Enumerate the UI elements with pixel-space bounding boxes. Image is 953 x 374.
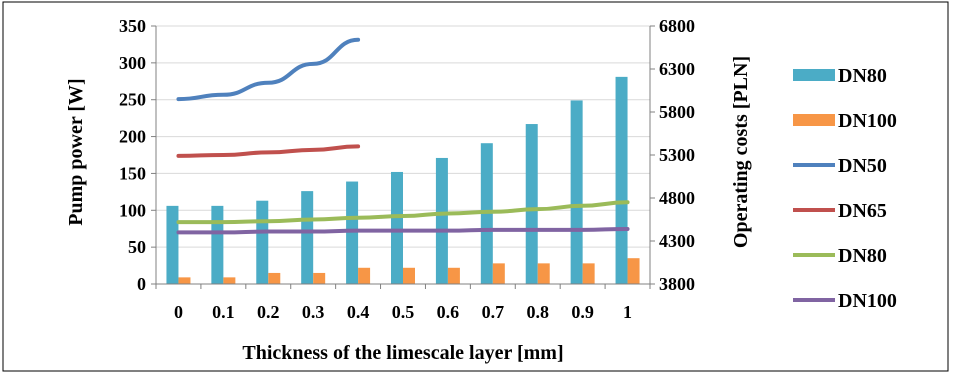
legend-label: DN80: [838, 65, 887, 87]
bar-dn100-0: [178, 277, 191, 284]
y-ticks-right: 3800 4300 4800 5300 5800 6300 6800: [659, 16, 695, 294]
y-right-tick-label: 6300: [659, 59, 695, 79]
x-tick-label: 0.9: [571, 302, 594, 322]
legend-label: DN65: [838, 200, 887, 222]
x-tick-label: 0.1: [212, 302, 235, 322]
bar-dn100-0.6: [447, 267, 460, 284]
bar-dn80-0.2: [256, 200, 269, 284]
lines: [176, 37, 630, 235]
y-axis-left-title: Pump power [W]: [65, 78, 87, 225]
bar-dn80-0: [166, 205, 179, 284]
y-right-tick-label: 6800: [659, 16, 695, 36]
x-tick-label: 1: [623, 302, 632, 322]
line-dn80: [176, 200, 630, 225]
x-tick-label: 0.8: [526, 302, 549, 322]
bar-dn100-0.7: [492, 263, 505, 284]
bar-dn100-0.2: [268, 272, 281, 284]
line-dn65: [176, 144, 361, 158]
y-right-tick-label: 5300: [659, 145, 695, 165]
legend: DN80 DN100 DN50 DN65 DN80 DN100: [793, 65, 897, 312]
bar-dn80-1: [615, 76, 628, 284]
bar-dn100-0.4: [358, 267, 371, 284]
axes: [151, 25, 655, 289]
bar-dn80-0.8: [525, 124, 538, 284]
x-tick-label: 0.2: [257, 302, 280, 322]
legend-swatch-bar: [793, 69, 835, 81]
bar-dn100-0.3: [313, 272, 326, 284]
bar-dn100-0.5: [403, 267, 415, 284]
x-tick-label: 0.6: [437, 302, 460, 322]
x-tick-label: 0.3: [302, 302, 325, 322]
y-ticks-left: 0 50 100 150 200 250 300 350: [119, 16, 146, 294]
y-left-tick-label: 350: [119, 16, 146, 36]
y-left-tick-label: 150: [119, 163, 146, 183]
y-right-tick-label: 3800: [659, 274, 695, 294]
x-tick-label: 0.4: [347, 302, 370, 322]
bar-dn80-0.6: [435, 157, 448, 284]
legend-label: DN80: [838, 245, 887, 267]
y-right-tick-label: 5800: [659, 102, 695, 122]
bar-dn80-0.9: [570, 100, 583, 284]
bars: [166, 76, 640, 284]
grid: [156, 25, 650, 248]
y-right-tick-label: 4800: [659, 188, 695, 208]
bar-dn80-0.4: [346, 181, 359, 284]
x-tick-label: 0.5: [392, 302, 415, 322]
legend-label: DN100: [838, 110, 897, 132]
x-tick-label: 0.7: [482, 302, 505, 322]
x-axis-title: Thickness of the limescale layer [mm]: [242, 342, 563, 364]
y-right-tick-label: 4300: [659, 231, 695, 251]
y-axis-right-title: Operating costs [PLN]: [730, 56, 752, 248]
y-left-tick-label: 0: [137, 274, 146, 294]
legend-label: DN100: [838, 290, 897, 312]
y-left-tick-label: 300: [119, 53, 146, 73]
legend-swatch-bar: [793, 114, 835, 126]
x-tick-label: 0: [174, 302, 183, 322]
bar-dn100-0.8: [537, 263, 550, 284]
bar-dn100-0.9: [582, 263, 595, 284]
bar-dn80-0.5: [391, 171, 403, 284]
y-left-tick-label: 100: [119, 200, 146, 220]
legend-label: DN50: [838, 155, 887, 177]
y-left-tick-label: 200: [119, 127, 146, 147]
bar-dn80-0.1: [211, 205, 224, 284]
bar-dn100-0.1: [223, 277, 236, 284]
bar-dn100-1: [627, 258, 640, 284]
line-dn100: [176, 226, 630, 235]
y-left-tick-label: 250: [119, 90, 146, 110]
x-ticks: 0 0.1 0.2 0.3 0.4 0.5 0.6 0.7 0.8 0.9 1: [174, 302, 632, 322]
bar-dn80-0.3: [301, 191, 314, 284]
line-dn50: [176, 37, 361, 102]
y-left-tick-label: 50: [128, 237, 146, 257]
